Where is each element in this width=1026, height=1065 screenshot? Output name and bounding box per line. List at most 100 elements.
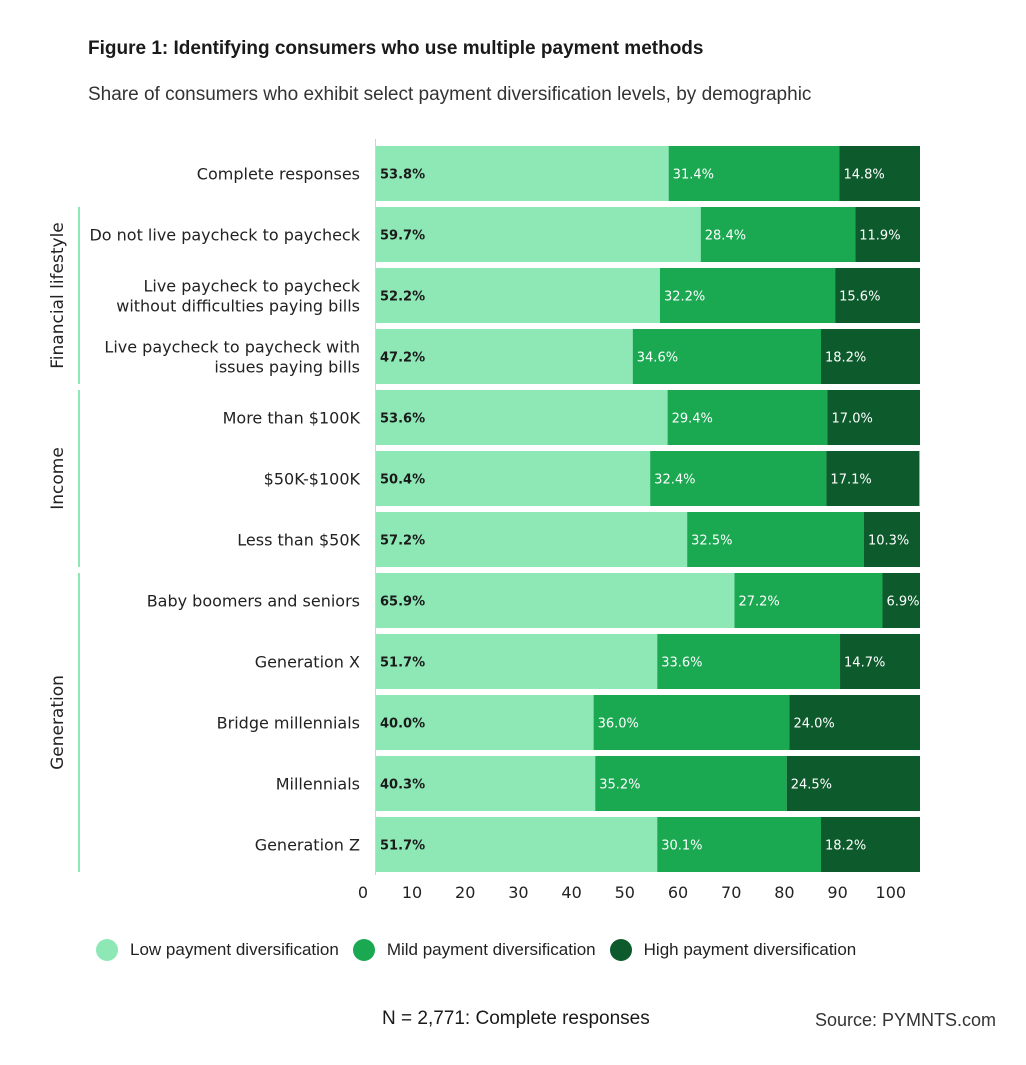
bar-segment-2-row-9: [657, 634, 841, 689]
bar-segment-3-row-7: [863, 512, 920, 567]
category-label-6: $50K-$100K: [264, 470, 361, 489]
bar-label-3-row-5: 17.0%: [832, 412, 873, 427]
legend-label-low: Low payment diversification: [130, 940, 339, 959]
bar-label-2-row-7: 32.5%: [691, 534, 732, 549]
bar-segment-3-row-12: [820, 817, 920, 872]
stacked-bar-chart: 53.8% 31.4% 14.8% Complete responses 59.7% 28…: [48, 139, 920, 902]
x-tick-label-80: 80: [774, 883, 794, 902]
bar-segment-3-row-9: [840, 634, 920, 689]
category-label-line: Live paycheck to paycheck with: [104, 338, 360, 357]
bar-segment-3-row-6: [826, 451, 920, 506]
bar-label-1-row-1: 53.8%: [380, 168, 425, 183]
bar-label-2-row-12: 30.1%: [661, 839, 702, 854]
category-label-2: Do not live paycheck to paycheck: [89, 226, 360, 245]
bar-segment-3-row-11: [786, 756, 920, 811]
category-label-line: $50K-$100K: [264, 470, 361, 489]
category-label-1: Complete responses: [197, 165, 360, 184]
category-label-12: Generation Z: [255, 836, 360, 855]
category-label-line: without difficulties paying bills: [116, 297, 360, 316]
category-label-9: Generation X: [255, 653, 360, 672]
bar-label-1-row-9: 51.7%: [380, 656, 425, 671]
category-label-line: Millennials: [276, 775, 360, 794]
bar-label-3-row-11: 24.5%: [791, 778, 832, 793]
category-label-line: Generation X: [255, 653, 360, 672]
bar-segment-3-row-8: [882, 573, 920, 628]
chart-title: Figure 1: Identifying consumers who use …: [88, 38, 704, 59]
bar-label-3-row-10: 24.0%: [793, 717, 834, 732]
bar-segment-1-row-12: [376, 817, 658, 872]
category-label-8: Baby boomers and seniors: [147, 592, 360, 611]
category-label-3: Live paycheck to paycheck without difficu…: [116, 277, 360, 316]
category-label-line: Baby boomers and seniors: [147, 592, 360, 611]
bar-label-1-row-5: 53.6%: [380, 412, 425, 427]
bar-label-3-row-8: 6.9%: [886, 595, 919, 610]
category-label-line: Less than $50K: [237, 531, 360, 550]
bar-label-2-row-6: 32.4%: [654, 473, 695, 488]
bar-label-1-row-2: 59.7%: [380, 229, 425, 244]
bar-label-2-row-8: 27.2%: [738, 595, 779, 610]
bar-segment-3-row-1: [839, 146, 920, 201]
bar-label-1-row-3: 52.2%: [380, 290, 425, 305]
bar-segment-2-row-6: [650, 451, 827, 506]
bar-segment-1-row-8: [376, 573, 735, 628]
bar-segment-1-row-10: [376, 695, 594, 750]
x-tick-label-30: 30: [508, 883, 528, 902]
bar-segment-1-row-2: [376, 207, 701, 262]
legend-item-low: Low payment diversification: [96, 939, 339, 961]
bar-segment-3-row-4: [820, 329, 920, 384]
group-label-3: Generation: [48, 675, 68, 770]
bar-label-2-row-11: 35.2%: [599, 778, 640, 793]
chart-subtitle: Share of consumers who exhibit select pa…: [88, 84, 812, 105]
x-tick-label-50: 50: [615, 883, 635, 902]
bar-label-3-row-9: 14.7%: [844, 656, 885, 671]
bar-segment-2-row-2: [700, 207, 856, 262]
bar-label-3-row-12: 18.2%: [825, 839, 866, 854]
bar-label-2-row-3: 32.2%: [664, 290, 705, 305]
bar-label-3-row-4: 18.2%: [825, 351, 866, 366]
chart-legend: Low payment diversification Mild payment…: [96, 936, 870, 964]
legend-item-mild: Mild payment diversification: [352, 939, 596, 961]
x-tick-label-10: 10: [402, 883, 422, 902]
group-label-1: Financial lifestyle: [48, 222, 68, 369]
bar-label-1-row-7: 57.2%: [380, 534, 425, 549]
category-label-line: Live paycheck to paycheck: [143, 277, 360, 296]
category-label-line: More than $100K: [223, 409, 361, 428]
x-tick-label-60: 60: [668, 883, 688, 902]
x-tick-label-20: 20: [455, 883, 475, 902]
bar-segment-2-row-8: [734, 573, 883, 628]
x-tick-label-40: 40: [561, 883, 581, 902]
category-label-line: Bridge millennials: [217, 714, 360, 733]
bar-segment-2-row-7: [687, 512, 864, 567]
legend-swatch-high: [609, 939, 632, 961]
bar-label-3-row-6: 17.1%: [830, 473, 871, 488]
legend-swatch-mild: [352, 939, 375, 961]
legend-swatch-low: [96, 939, 118, 961]
bar-label-2-row-10: 36.0%: [598, 717, 639, 732]
bar-segment-2-row-1: [668, 146, 840, 201]
category-label-11: Millennials: [276, 775, 360, 794]
legend-label-mild: Mild payment diversification: [386, 940, 596, 959]
x-tick-label-0: 0: [358, 883, 368, 902]
bar-segment-1-row-3: [376, 268, 660, 323]
bar-segment-1-row-11: [376, 756, 596, 811]
legend-item-high: High payment diversification: [609, 939, 857, 961]
bar-segment-2-row-5: [667, 390, 828, 445]
legend-label-high: High payment diversification: [643, 940, 857, 959]
source-credit: Source: PYMNTS.com: [815, 1010, 997, 1030]
bar-segment-1-row-7: [376, 512, 688, 567]
bar-label-3-row-1: 14.8%: [843, 168, 884, 183]
x-tick-label-90: 90: [827, 883, 847, 902]
category-label-4: Live paycheck to paycheck with issues pay…: [104, 338, 360, 377]
bar-segment-1-row-9: [376, 634, 658, 689]
bar-label-1-row-4: 47.2%: [380, 351, 425, 366]
bar-segment-1-row-6: [376, 451, 651, 506]
bar-segment-2-row-12: [657, 817, 821, 872]
bar-segment-3-row-5: [827, 390, 920, 445]
bar-label-2-row-1: 31.4%: [673, 168, 714, 183]
sample-size-note: N = 2,771: Complete responses: [382, 1008, 650, 1029]
bar-segment-3-row-2: [855, 207, 920, 262]
category-label-line: Do not live paycheck to paycheck: [89, 226, 360, 245]
category-label-5: More than $100K: [223, 409, 361, 428]
bar-label-3-row-3: 15.6%: [839, 290, 880, 305]
bar-label-1-row-11: 40.3%: [380, 778, 425, 793]
